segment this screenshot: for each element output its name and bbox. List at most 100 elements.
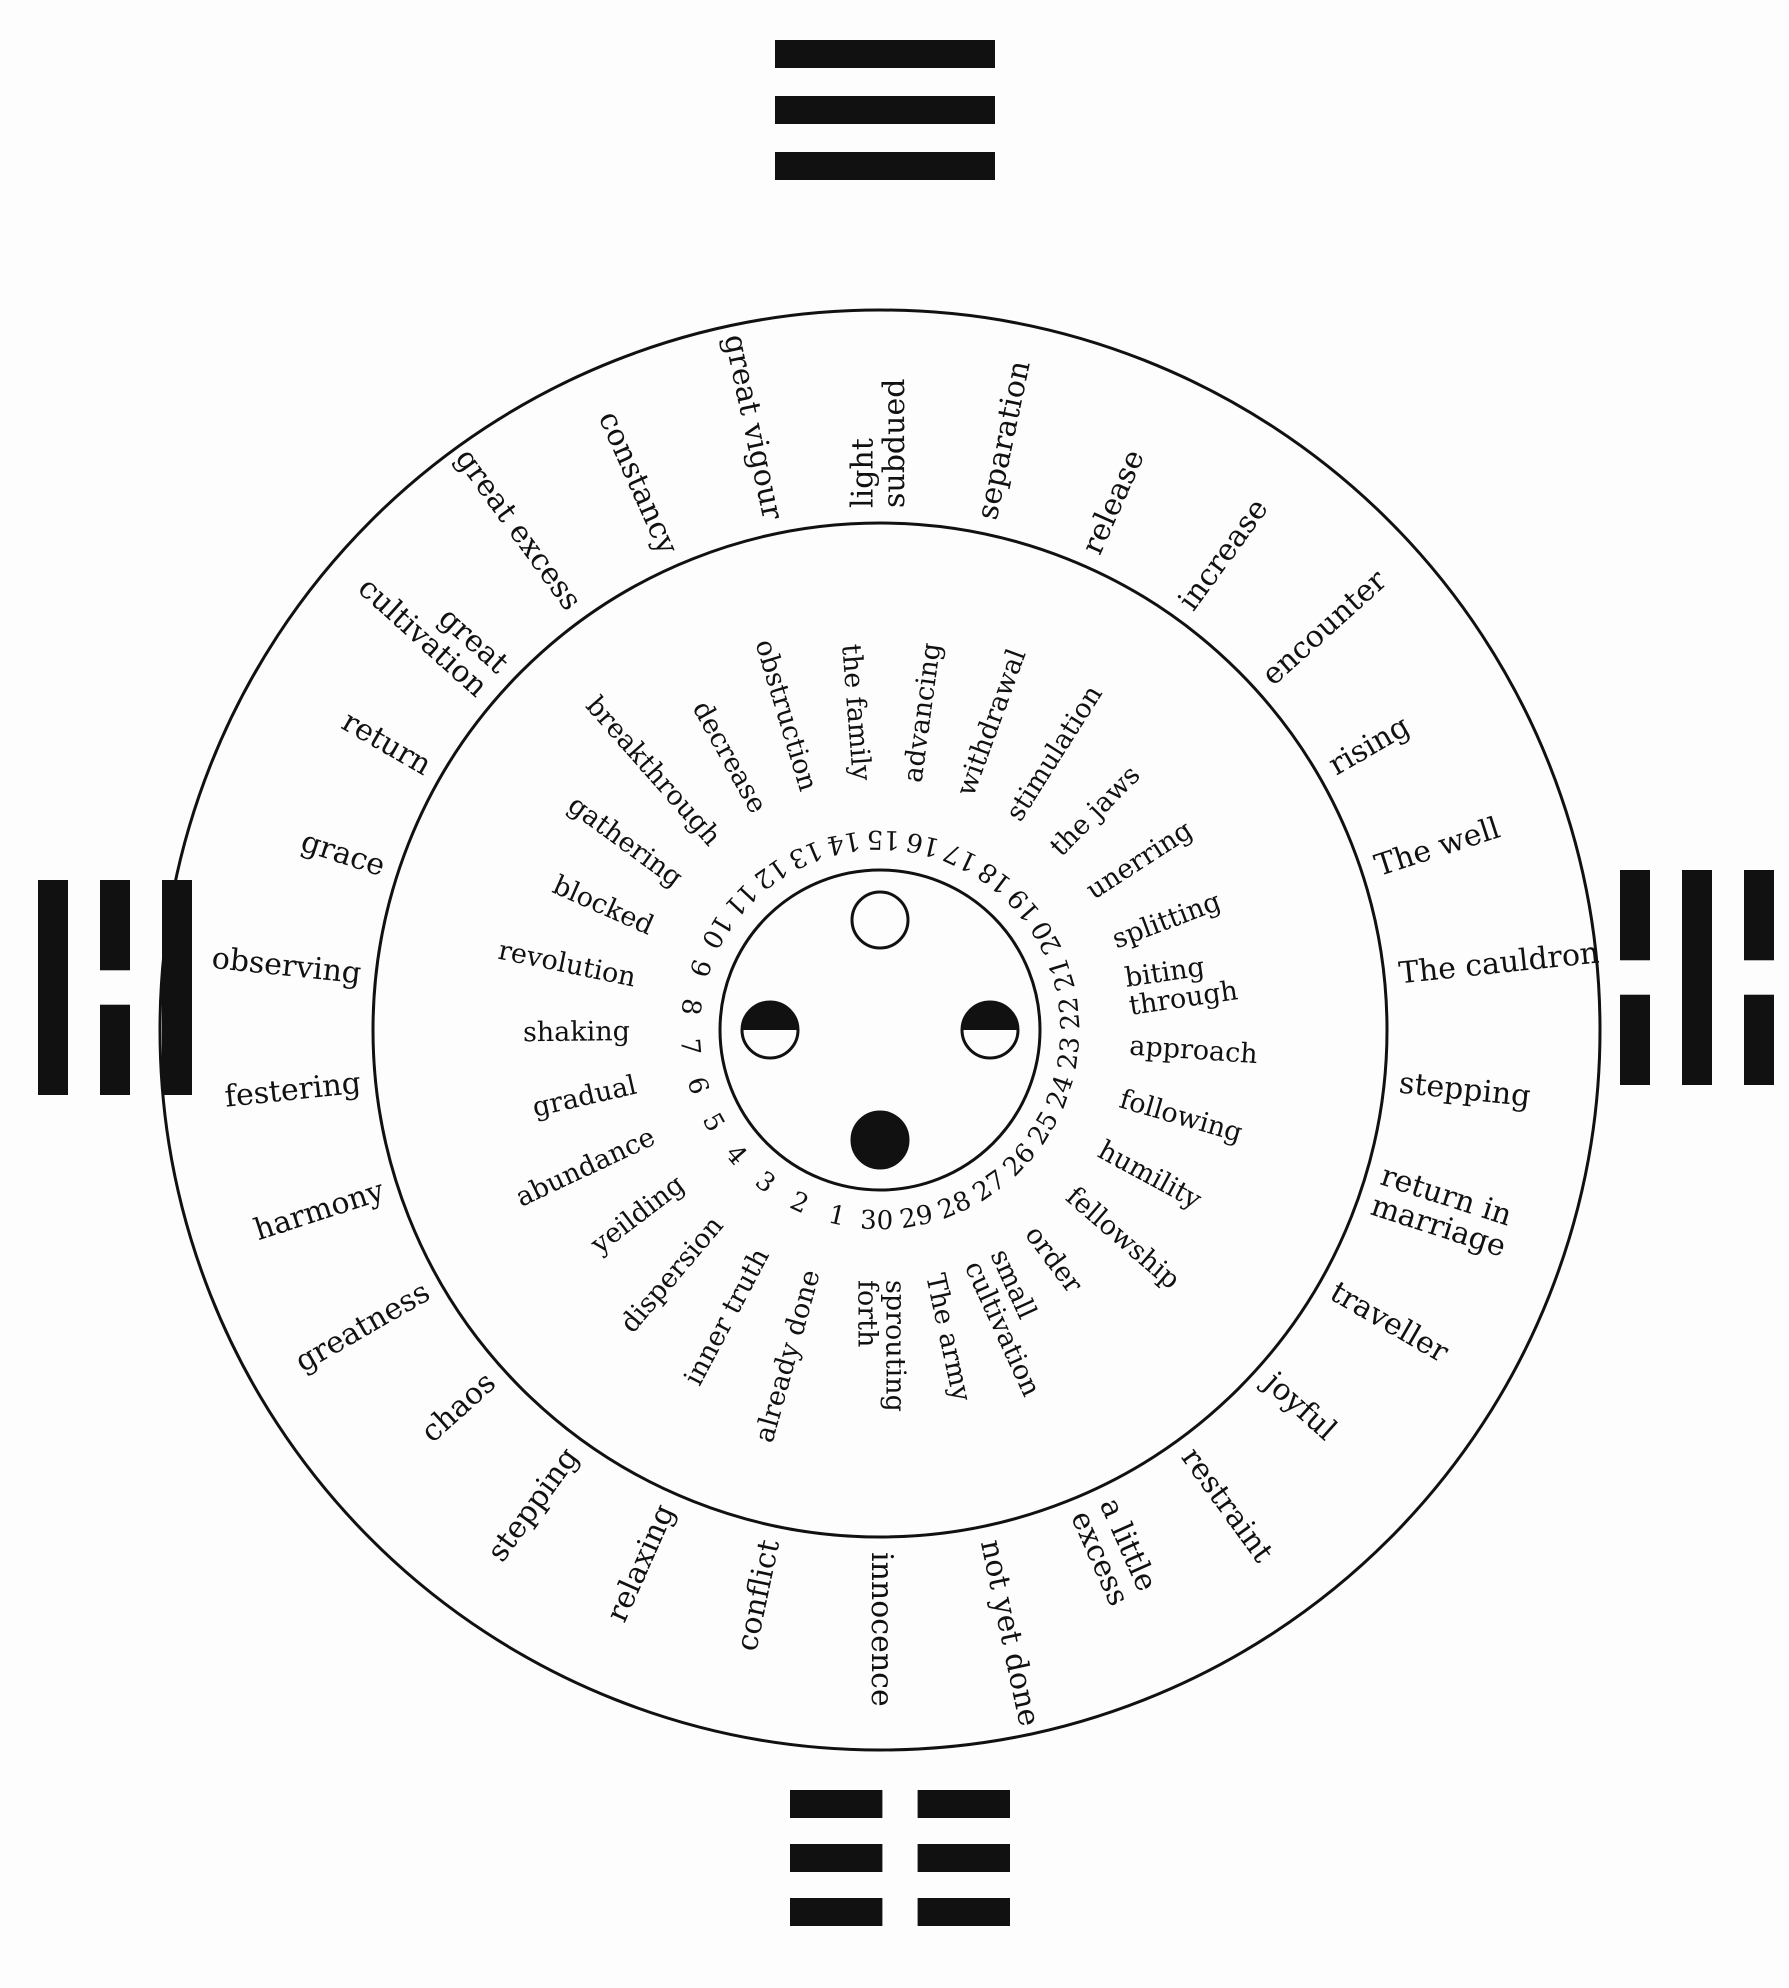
outer-ring-label-text: conflict — [729, 1537, 787, 1654]
inner-ring-label: advancing — [898, 641, 948, 784]
day-number: 8 — [675, 997, 707, 1017]
day-number: 30 — [860, 1206, 894, 1237]
outer-ring-label: The well — [1371, 811, 1505, 884]
first-quarter-moon-icon — [740, 1000, 800, 1060]
full-moon-icon — [850, 890, 910, 950]
outer-ring-label: traveller — [1324, 1275, 1455, 1371]
outer-ring-label-text: stepping — [1397, 1066, 1532, 1115]
day-number: 2 — [785, 1186, 813, 1220]
outer-ring-label: joyful — [1255, 1363, 1343, 1447]
inner-ring-label: gradual — [530, 1070, 640, 1124]
outer-ring-label: conflict — [729, 1537, 787, 1654]
inner-ring-label-text: already done — [749, 1266, 827, 1446]
inner-ring-label-text: approach — [1128, 1031, 1258, 1071]
inner-ring-label-text: revolution — [496, 935, 639, 994]
inner-ring-label-text: humility — [1093, 1135, 1207, 1216]
day-number: 21 — [1043, 954, 1081, 994]
day-number: 9 — [683, 955, 717, 980]
outer-ring-label-text: light — [845, 438, 880, 508]
inner-ring-label-text: shaking — [523, 1016, 630, 1048]
outer-ring-label: innocence — [864, 1552, 899, 1707]
outer-ring-label: harmony — [250, 1173, 389, 1248]
day-number: 23 — [1053, 1035, 1087, 1072]
outer-ring-label: stepping — [480, 1441, 586, 1568]
outer-ring-label-text: not yet done — [973, 1537, 1047, 1730]
inner-ring-label-text: obstruction — [749, 636, 824, 795]
outer-ring-label-text: return — [336, 704, 438, 783]
outer-ring-label-text: constancy — [591, 406, 685, 560]
inner-ring-label: revolution — [496, 935, 639, 994]
day-number: 29 — [897, 1200, 935, 1236]
day-number: 14 — [824, 825, 862, 861]
outer-ring-label: not yet done — [973, 1537, 1047, 1730]
trigram-right — [1620, 870, 1774, 1085]
inner-ring-label-text: blocked — [548, 870, 658, 942]
outer-ring-label-text: subdued — [877, 379, 912, 508]
outer-ring-label-text: traveller — [1324, 1275, 1455, 1371]
inner-ring-label-text: the family — [835, 643, 877, 783]
inner-ring-label: already done — [749, 1266, 827, 1446]
outer-ring-label: relaxing — [600, 1499, 683, 1627]
outer-ring-label-text: harmony — [250, 1173, 389, 1248]
day-number: 7 — [674, 1037, 705, 1056]
outer-ring-label: return — [336, 704, 438, 783]
outer-ring-label: rising — [1323, 709, 1416, 783]
inner-ring-label-text: splitting — [1108, 886, 1225, 955]
outer-ring-label-text: innocence — [864, 1552, 899, 1707]
day-number: 28 — [934, 1186, 976, 1227]
trigram-top — [775, 40, 995, 180]
day-number: 26 — [997, 1138, 1042, 1183]
outer-ring-label: release — [1075, 444, 1152, 559]
outer-ring-label: encounter — [1255, 563, 1394, 693]
outer-ring-label-text: The well — [1371, 811, 1505, 884]
day-number: 18 — [973, 856, 1017, 900]
inner-ring-label-text: sprouting — [880, 1280, 911, 1412]
outer-ring-label: great excess — [448, 442, 588, 617]
new-moon-icon — [850, 1110, 910, 1170]
outer-ring-label: increase — [1171, 492, 1275, 617]
outer-ring-label-text: great excess — [448, 442, 588, 617]
inner-ring-label: approach — [1128, 1031, 1258, 1071]
day-number: 13 — [784, 834, 826, 875]
outer-ring-circle — [158, 308, 1602, 1752]
outer-ring-label: stepping — [1397, 1066, 1532, 1115]
day-number: 19 — [1002, 882, 1046, 927]
day-number: 4 — [719, 1139, 752, 1171]
day-number: 17 — [939, 836, 982, 877]
outer-ring-label: constancy — [591, 406, 685, 560]
outer-ring-label: greatness — [289, 1275, 436, 1380]
inner-ring-label: the family — [835, 643, 877, 783]
outer-ring-label-text: observing — [210, 941, 363, 991]
inner-ring-label: obstruction — [749, 636, 824, 795]
outer-ring-label-text: separation — [970, 357, 1038, 522]
inner-ring-label: blocked — [548, 870, 658, 942]
inner-ring-label-text: advancing — [898, 641, 948, 784]
day-number: 24 — [1041, 1072, 1080, 1113]
outer-ring-label-text: rising — [1323, 709, 1416, 783]
outer-ring-label: observing — [210, 941, 363, 991]
day-number: 27 — [967, 1165, 1011, 1209]
outer-ring-label-text: release — [1075, 444, 1152, 559]
day-number: 5 — [696, 1108, 730, 1137]
outer-ring-label-text: relaxing — [600, 1499, 683, 1627]
middle-ring-circle — [371, 521, 1389, 1539]
day-number: 16 — [903, 826, 942, 863]
outer-ring-label-text: festering — [223, 1066, 362, 1115]
inner-ring-label: shaking — [523, 1016, 630, 1048]
outer-ring-label-text: restraint — [1174, 1441, 1280, 1569]
outer-ring-label-text: greatness — [289, 1275, 436, 1380]
outer-ring-label-text: grace — [297, 824, 390, 884]
outer-ring-label: separation — [970, 357, 1038, 522]
outer-ring-label-text: chaos — [414, 1365, 502, 1450]
trigram-bottom — [790, 1790, 1010, 1926]
outer-ring-label-text: stepping — [480, 1441, 586, 1568]
day-number: 15 — [867, 824, 901, 855]
